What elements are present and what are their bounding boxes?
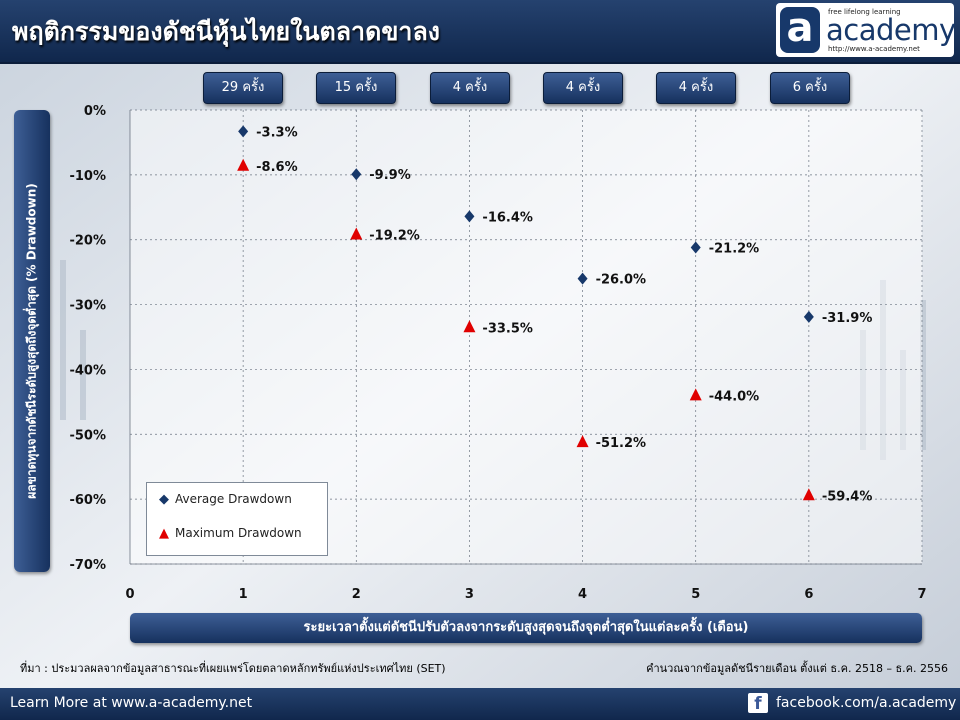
y-tick-label: -30%	[69, 299, 106, 314]
footer-website-link[interactable]: Learn More at www.a-academy.net	[10, 695, 253, 711]
maximum-drawdown-label: -19.2%	[369, 229, 420, 244]
count-badge-3: 4 ครั้ง	[430, 72, 510, 104]
count-badge-1: 29 ครั้ง	[203, 72, 283, 104]
average-drawdown-point	[690, 241, 701, 254]
footer-bar: Learn More at www.a-academy.net f facebo…	[0, 688, 960, 720]
logo-wordmark: academy	[826, 13, 956, 47]
average-drawdown-point	[464, 210, 475, 223]
footer-facebook-link[interactable]: facebook.com/a.academy	[776, 695, 957, 711]
x-tick-label: 7	[917, 587, 926, 602]
diamond-icon: ◆	[159, 492, 169, 507]
average-drawdown-label: -3.3%	[256, 125, 297, 140]
legend-item-average: ◆ Average Drawdown	[159, 492, 292, 510]
title-bar: พฤติกรรมของดัชนีหุ้นไทยในตลาดขาลง a free…	[0, 0, 960, 64]
chart-legend: ◆ Average Drawdown ▲ Maximum Drawdown	[146, 482, 328, 556]
x-tick-label: 2	[352, 587, 361, 602]
average-drawdown-label: -26.0%	[596, 273, 647, 288]
x-tick-label: 4	[578, 587, 587, 602]
average-drawdown-label: -9.9%	[369, 168, 410, 183]
x-tick-label: 1	[239, 587, 248, 602]
average-drawdown-label: -21.2%	[709, 241, 760, 256]
maximum-drawdown-point	[576, 435, 589, 448]
maximum-drawdown-point	[350, 227, 363, 240]
average-drawdown-label: -16.4%	[482, 210, 533, 225]
y-tick-label: -60%	[69, 493, 106, 508]
logo-tagline: free lifelong learning	[828, 8, 901, 16]
maximum-drawdown-label: -59.4%	[822, 489, 873, 504]
y-tick-label: 0%	[84, 104, 106, 119]
source-note: ที่มา : ประมวลผลจากข้อมูลสาธารณะที่เผยแพ…	[20, 662, 446, 675]
logo-letter: a	[780, 7, 820, 53]
legend-label-maximum: Maximum Drawdown	[175, 526, 302, 540]
average-drawdown-point	[238, 125, 249, 138]
legend-label-average: Average Drawdown	[175, 492, 292, 506]
y-axis-label-box: ผลขาดทุนจากดัชนีระดับสูงสุดถึงจุดต่ำสุด …	[14, 110, 50, 572]
count-badge-6: 6 ครั้ง	[770, 72, 850, 104]
data-period-note: คำนวณจากข้อมูลดัชนีรายเดือน ตั้งแต่ ธ.ค.…	[646, 662, 948, 675]
maximum-drawdown-point	[237, 158, 250, 171]
average-drawdown-point	[577, 272, 588, 285]
count-badge-2: 15 ครั้ง	[316, 72, 396, 104]
x-tick-label: 3	[465, 587, 474, 602]
maximum-drawdown-point	[689, 388, 702, 401]
average-drawdown-label: -31.9%	[822, 311, 873, 326]
y-tick-label: -40%	[69, 363, 106, 378]
maximum-drawdown-label: -51.2%	[596, 436, 647, 451]
y-tick-label: -20%	[69, 234, 106, 249]
y-tick-label: -50%	[69, 428, 106, 443]
maximum-drawdown-point	[463, 320, 476, 333]
x-tick-label: 0	[125, 587, 134, 602]
page-title: พฤติกรรมของดัชนีหุ้นไทยในตลาดขาลง	[12, 17, 440, 46]
average-drawdown-point	[351, 168, 362, 181]
facebook-icon[interactable]: f	[748, 693, 768, 714]
y-tick-label: -70%	[69, 558, 106, 573]
maximum-drawdown-label: -8.6%	[256, 160, 297, 175]
average-drawdown-point	[803, 310, 814, 323]
triangle-icon: ▲	[159, 526, 169, 541]
maximum-drawdown-point	[802, 488, 815, 501]
logo-url: http://www.a-academy.net	[828, 45, 920, 53]
legend-item-maximum: ▲ Maximum Drawdown	[159, 526, 302, 544]
academy-logo: a free lifelong learning academy http://…	[776, 3, 956, 57]
y-tick-label: -10%	[69, 169, 106, 184]
maximum-drawdown-label: -33.5%	[482, 321, 533, 336]
maximum-drawdown-label: -44.0%	[709, 389, 760, 404]
count-badge-4: 4 ครั้ง	[543, 72, 623, 104]
x-tick-label: 5	[691, 587, 700, 602]
x-axis-label: ระยะเวลาตั้งแต่ดัชนีปรับตัวลงจากระดับสูง…	[130, 613, 922, 643]
x-tick-label: 6	[804, 587, 813, 602]
count-badge-5: 4 ครั้ง	[656, 72, 736, 104]
